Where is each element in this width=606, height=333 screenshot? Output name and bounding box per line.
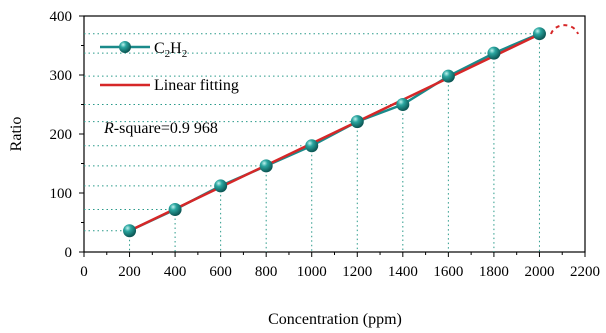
x-tick-label: 1800 (479, 264, 509, 280)
x-axis-title: Concentration (ppm) (268, 311, 402, 328)
legend-c2h2-sub2: 2 (182, 48, 188, 60)
legend: C2H2 Linear fitting (100, 40, 239, 94)
data-point (305, 139, 319, 153)
x-tick-label: 2200 (570, 264, 600, 280)
x-tick-label: 800 (255, 264, 278, 280)
data-point (532, 27, 546, 41)
guide-lines (84, 33, 540, 252)
x-axis: 0 200 400 600 800 1000 1200 1400 1600 1800 2000 220… (80, 252, 600, 280)
series-layer (123, 27, 546, 238)
legend-label-c2h2: C2H2 (154, 40, 187, 60)
x-tick-label: 600 (209, 264, 232, 280)
x-tick-label: 0 (80, 264, 88, 280)
data-point (123, 224, 137, 238)
legend-label-fit: Linear fitting (154, 77, 239, 94)
r-italic: R (103, 120, 114, 137)
data-point (396, 98, 410, 111)
data-point (350, 115, 364, 129)
x-tick-label: 1400 (388, 264, 418, 280)
legend-c2h2-c: C (154, 40, 165, 57)
y-tick-label: 200 (50, 127, 73, 143)
series-line-fit (128, 33, 541, 232)
y-tick-label: 300 (50, 68, 73, 84)
data-point (214, 179, 228, 193)
data-point (168, 203, 182, 217)
corner-arc-decoration (550, 24, 579, 35)
legend-c2h2-h: H (170, 40, 182, 57)
x-tick-label: 1600 (433, 264, 463, 280)
x-tick-label: 200 (118, 264, 141, 280)
legend-c2h2-sub1: 2 (165, 48, 171, 60)
x-tick-label: 1200 (342, 264, 372, 280)
x-tick-label: 2000 (524, 264, 554, 280)
data-point (487, 46, 501, 60)
y-axis: 0 100 200 300 400 (50, 9, 84, 261)
y-tick-label: 0 (65, 245, 73, 261)
y-axis-title: Ratio (8, 117, 25, 152)
y-tick-label: 100 (50, 186, 73, 202)
y-tick-label: 400 (50, 9, 73, 25)
data-point (441, 69, 455, 83)
r-square-annotation: R-square=0.9 968 (103, 120, 218, 137)
x-tick-label: 1000 (297, 264, 327, 280)
legend-marker-c2h2 (119, 41, 131, 53)
r-square-value: -square=0.9 968 (114, 120, 218, 137)
data-point (259, 159, 273, 173)
x-tick-label: 400 (164, 264, 187, 280)
